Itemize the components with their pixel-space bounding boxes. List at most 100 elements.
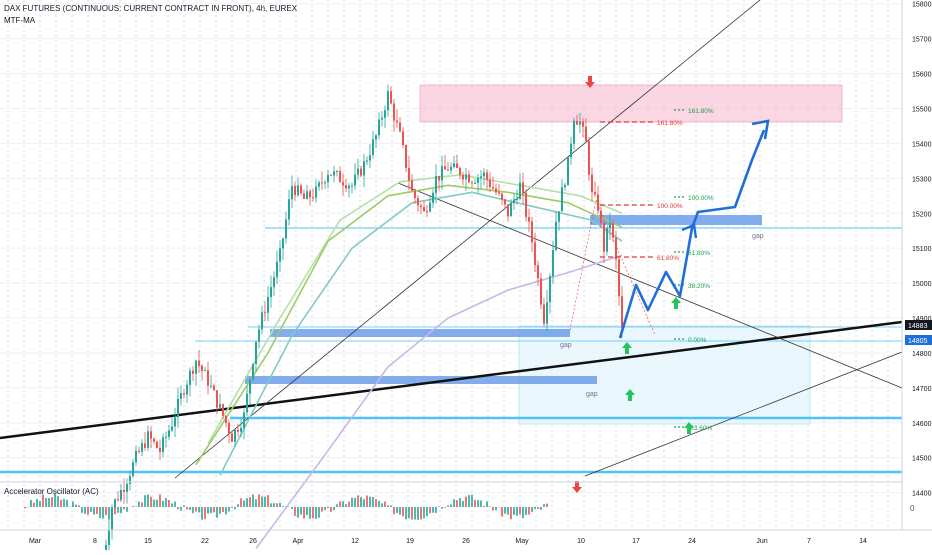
- oscillator-bar: [492, 507, 494, 510]
- candle-body: [522, 183, 524, 193]
- candle-body: [291, 186, 293, 199]
- oscillator-bar: [105, 507, 107, 515]
- candle-body: [489, 180, 491, 187]
- candle-body: [447, 170, 449, 171]
- fib-label-green: 0.00%: [688, 337, 707, 344]
- candle-body: [138, 451, 140, 452]
- oscillator-bar: [339, 501, 341, 507]
- candle-body: [495, 188, 497, 192]
- candle-body: [339, 171, 341, 182]
- candle-body: [177, 399, 179, 417]
- candle-body: [432, 193, 434, 203]
- candle-body: [174, 417, 176, 426]
- oscillator-bar: [72, 502, 74, 507]
- oscillator-bar: [255, 499, 257, 507]
- candle-body: [546, 302, 548, 323]
- fib-label-red: 61.80%: [657, 255, 679, 262]
- candle-body: [228, 423, 230, 434]
- oscillator-bar: [96, 507, 98, 514]
- candle-body: [477, 178, 479, 183]
- oscillator-bar: [459, 498, 461, 507]
- oscillator-bar: [378, 501, 380, 507]
- candle-body: [270, 287, 272, 297]
- candle-body: [600, 211, 602, 223]
- candle-body: [561, 187, 563, 211]
- candle-body: [420, 205, 422, 207]
- candle-body: [300, 185, 302, 193]
- candle-body: [108, 530, 110, 545]
- oscillator-bar: [87, 507, 89, 515]
- price-badge-label: 14805: [908, 338, 928, 345]
- price-tick-label: 15600: [912, 72, 932, 79]
- candle-body: [411, 180, 413, 190]
- oscillator-bar: [480, 501, 482, 507]
- oscillator-bar: [81, 507, 83, 513]
- price-tick-label: 14700: [912, 386, 932, 393]
- candle-body: [294, 186, 296, 195]
- oscillator-bar: [324, 507, 326, 510]
- candle-body: [540, 278, 542, 304]
- candle-body: [588, 141, 590, 175]
- oscillator-bar: [294, 507, 296, 516]
- oscillator-bar: [297, 507, 299, 518]
- time-tick-label: 10: [577, 538, 585, 545]
- oscillator-bar: [150, 497, 152, 507]
- price-tick-label: 15400: [912, 141, 932, 148]
- oscillator-bar: [546, 504, 548, 507]
- candle-body: [132, 462, 134, 476]
- candle-body: [585, 127, 587, 141]
- price-axis[interactable]: 1420014400145001460014700148001490015000…: [902, 0, 932, 550]
- candle-body: [246, 394, 248, 413]
- candle-body: [486, 172, 488, 179]
- candle-body: [249, 379, 251, 393]
- candle-body: [579, 122, 581, 125]
- axis-background: [902, 0, 932, 550]
- price-badge-label: 14883: [908, 323, 928, 330]
- candle-body: [189, 371, 191, 385]
- candle-body: [336, 171, 338, 172]
- price-tick-label: 14800: [912, 351, 932, 358]
- oscillator-bar: [528, 507, 530, 515]
- candle-body: [372, 139, 374, 155]
- candle-body: [198, 361, 200, 366]
- candle-body: [162, 437, 164, 452]
- oscillator-bar: [234, 507, 236, 509]
- candle-body: [549, 276, 551, 302]
- oscillator-bar: [375, 499, 377, 507]
- oscillator-bar: [168, 500, 170, 507]
- candle-body: [186, 385, 188, 395]
- candle-body: [558, 211, 560, 221]
- candle-body: [258, 329, 260, 341]
- oscillator-bar: [213, 507, 215, 512]
- time-tick-label: 7: [807, 538, 811, 545]
- chart-title: DAX FUTURES (CONTINUOUS: CURRENT CONTRAC…: [4, 4, 297, 13]
- candle-body: [243, 412, 245, 427]
- oscillator-bar: [453, 499, 455, 507]
- oscillator-bar: [300, 507, 302, 515]
- candle-body: [225, 416, 227, 423]
- candle-body: [498, 192, 500, 193]
- oscillator-bar: [138, 502, 140, 507]
- oscillator-bar: [84, 507, 86, 514]
- oscillator-bar: [258, 494, 260, 507]
- oscillator-bar: [273, 503, 275, 507]
- time-tick-label: Apr: [293, 538, 305, 545]
- candle-body: [282, 239, 284, 249]
- candle-body: [423, 207, 425, 211]
- candle-body: [444, 166, 446, 169]
- oscillator-bar: [525, 507, 527, 515]
- candle-body: [351, 185, 353, 186]
- oscillator-bar: [237, 504, 239, 507]
- oscillator-bar: [57, 496, 59, 507]
- candle-body: [405, 145, 407, 168]
- oscillator-bar: [225, 507, 227, 514]
- price-tick-label: 15300: [912, 176, 932, 183]
- oscillator-bar: [306, 507, 308, 515]
- oscillator-bar: [186, 507, 188, 509]
- oscillator-bar: [222, 507, 224, 512]
- candle-body: [426, 211, 428, 212]
- oscillator-bar: [279, 503, 281, 507]
- oscillator-bar: [534, 507, 536, 509]
